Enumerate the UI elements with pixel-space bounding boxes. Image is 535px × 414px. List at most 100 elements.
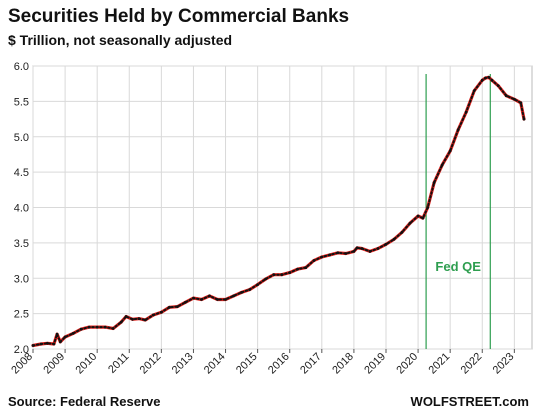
y-tick-label: 4.0 — [14, 203, 29, 215]
data-point — [176, 305, 179, 308]
data-point — [519, 101, 523, 105]
x-tick-label: 2022 — [459, 351, 485, 377]
x-axis-ticks: 2008 2009 2010 2011 2012 2013 2014 2015 2016 2017… — [9, 349, 516, 376]
data-point — [487, 75, 491, 79]
data-point — [131, 317, 134, 321]
data-point — [280, 273, 284, 277]
data-point — [143, 318, 147, 322]
x-tick-label: 2013 — [170, 351, 196, 377]
data-point — [490, 78, 494, 82]
data-point — [288, 271, 292, 274]
x-tick-label: 2011 — [106, 351, 131, 376]
series-marker-trace — [32, 76, 525, 347]
data-point — [192, 296, 195, 300]
data-point — [421, 216, 425, 220]
data-point — [336, 251, 340, 255]
data-point — [432, 181, 436, 185]
data-point — [504, 94, 508, 98]
data-point — [216, 298, 219, 301]
data-point — [124, 315, 128, 318]
data-point — [200, 298, 203, 301]
y-tick-label: 4.5 — [14, 167, 29, 179]
data-point — [320, 255, 324, 259]
data-point — [151, 313, 155, 317]
chart-subtitle: $ Trillion, not seasonally adjusted — [8, 32, 233, 48]
data-point — [384, 242, 388, 246]
y-axis-ticks: 2.0 2.5 3.0 3.5 4.0 4.5 5.0 5.5 6.0 — [14, 61, 29, 356]
data-point — [111, 327, 115, 330]
y-tick-label: 5.5 — [14, 96, 29, 108]
data-point — [55, 332, 59, 336]
data-point — [472, 89, 476, 93]
y-tick-label: 3.0 — [14, 273, 29, 285]
data-point — [496, 84, 500, 88]
x-tick-label: 2016 — [266, 351, 292, 377]
data-point — [103, 325, 107, 329]
data-point — [355, 246, 359, 250]
series-layer — [31, 75, 526, 348]
y-tick-label: 5.0 — [14, 132, 29, 144]
data-point — [232, 294, 236, 298]
data-point — [392, 237, 396, 241]
data-point — [328, 253, 332, 257]
data-point — [46, 341, 49, 345]
data-point — [352, 250, 356, 253]
data-point — [79, 327, 83, 331]
x-tick-label: 2017 — [298, 351, 324, 377]
data-point — [464, 110, 468, 114]
grid-lines — [32, 65, 533, 350]
data-point — [184, 300, 187, 304]
x-tick-label: 2010 — [74, 351, 100, 377]
data-point — [272, 273, 276, 277]
data-point — [137, 317, 141, 320]
data-point — [426, 206, 430, 209]
data-point — [168, 305, 171, 309]
data-point — [31, 344, 35, 347]
data-point — [304, 266, 308, 269]
data-point — [160, 310, 163, 314]
data-point — [368, 250, 372, 253]
data-point — [256, 283, 259, 286]
source-note: Source: Federal Reserve — [8, 394, 161, 409]
x-tick-label: 2020 — [394, 351, 420, 377]
data-point — [312, 259, 316, 262]
x-tick-label: 2023 — [491, 351, 517, 377]
data-point — [513, 97, 516, 101]
data-point — [448, 149, 452, 153]
data-point — [39, 342, 43, 346]
x-tick-label: 2009 — [41, 351, 67, 377]
y-tick-label: 2.0 — [14, 344, 29, 356]
qe-annotation-label: Fed QE — [435, 259, 481, 274]
y-tick-label: 2.5 — [14, 309, 29, 321]
x-tick-label: 2018 — [330, 351, 356, 377]
data-point — [522, 117, 526, 121]
data-point — [484, 76, 487, 80]
data-point — [119, 320, 123, 324]
data-point — [264, 277, 268, 281]
data-point — [416, 214, 420, 218]
data-point — [240, 291, 244, 294]
x-tick-label: 2019 — [362, 351, 388, 377]
data-point — [52, 342, 56, 346]
y-tick-label: 6.0 — [14, 61, 29, 73]
data-point — [480, 78, 484, 82]
data-point — [360, 247, 364, 250]
data-point — [208, 294, 211, 298]
data-point — [440, 163, 444, 167]
y-tick-label: 3.5 — [14, 238, 29, 250]
data-point — [58, 340, 62, 344]
x-tick-label: 2014 — [202, 351, 228, 377]
brand-logo-text: WOLFSTREET.com — [410, 394, 529, 409]
data-point — [376, 247, 380, 250]
x-tick-label: 2021 — [426, 351, 452, 377]
x-tick-label: 2015 — [234, 351, 260, 377]
data-point — [296, 267, 300, 271]
fed-qe-annotation: Fed QE — [425, 74, 491, 349]
data-point — [400, 230, 404, 234]
data-point — [63, 335, 67, 339]
x-tick-label: 2012 — [138, 351, 164, 377]
data-point — [408, 221, 412, 225]
data-point — [456, 128, 460, 132]
data-point — [71, 332, 75, 335]
